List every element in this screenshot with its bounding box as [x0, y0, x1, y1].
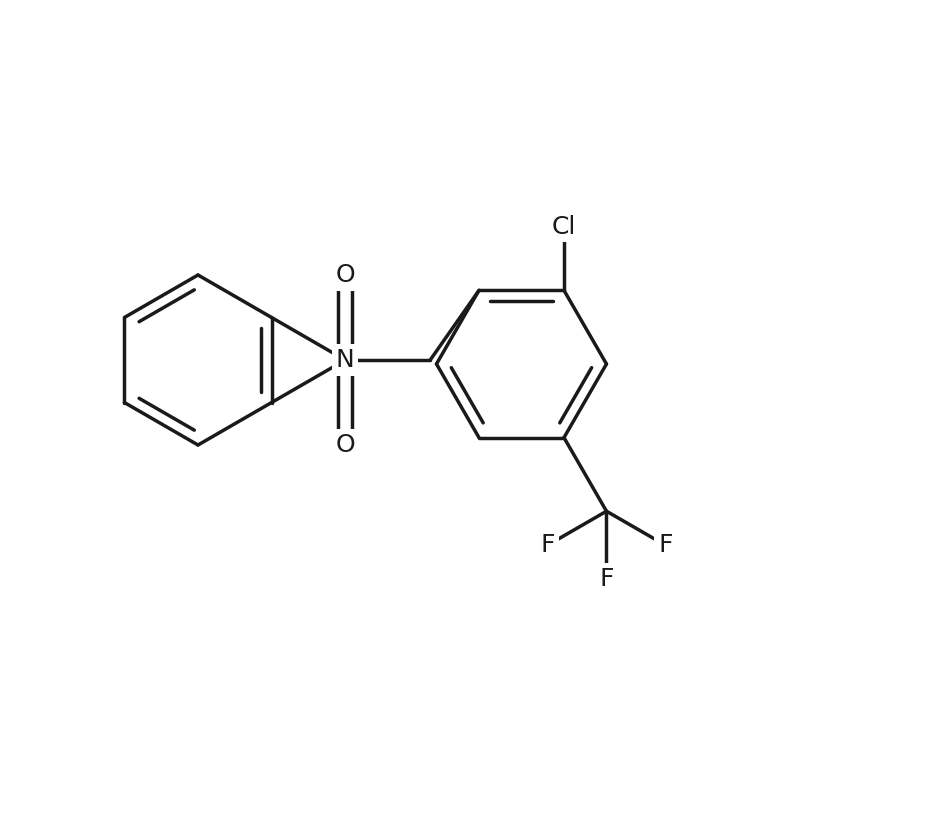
Text: O: O — [336, 263, 355, 287]
Text: N: N — [336, 348, 354, 372]
Text: F: F — [540, 533, 555, 558]
Text: Cl: Cl — [552, 215, 576, 239]
Text: F: F — [658, 533, 673, 558]
Text: F: F — [599, 567, 614, 591]
Text: O: O — [336, 433, 355, 457]
